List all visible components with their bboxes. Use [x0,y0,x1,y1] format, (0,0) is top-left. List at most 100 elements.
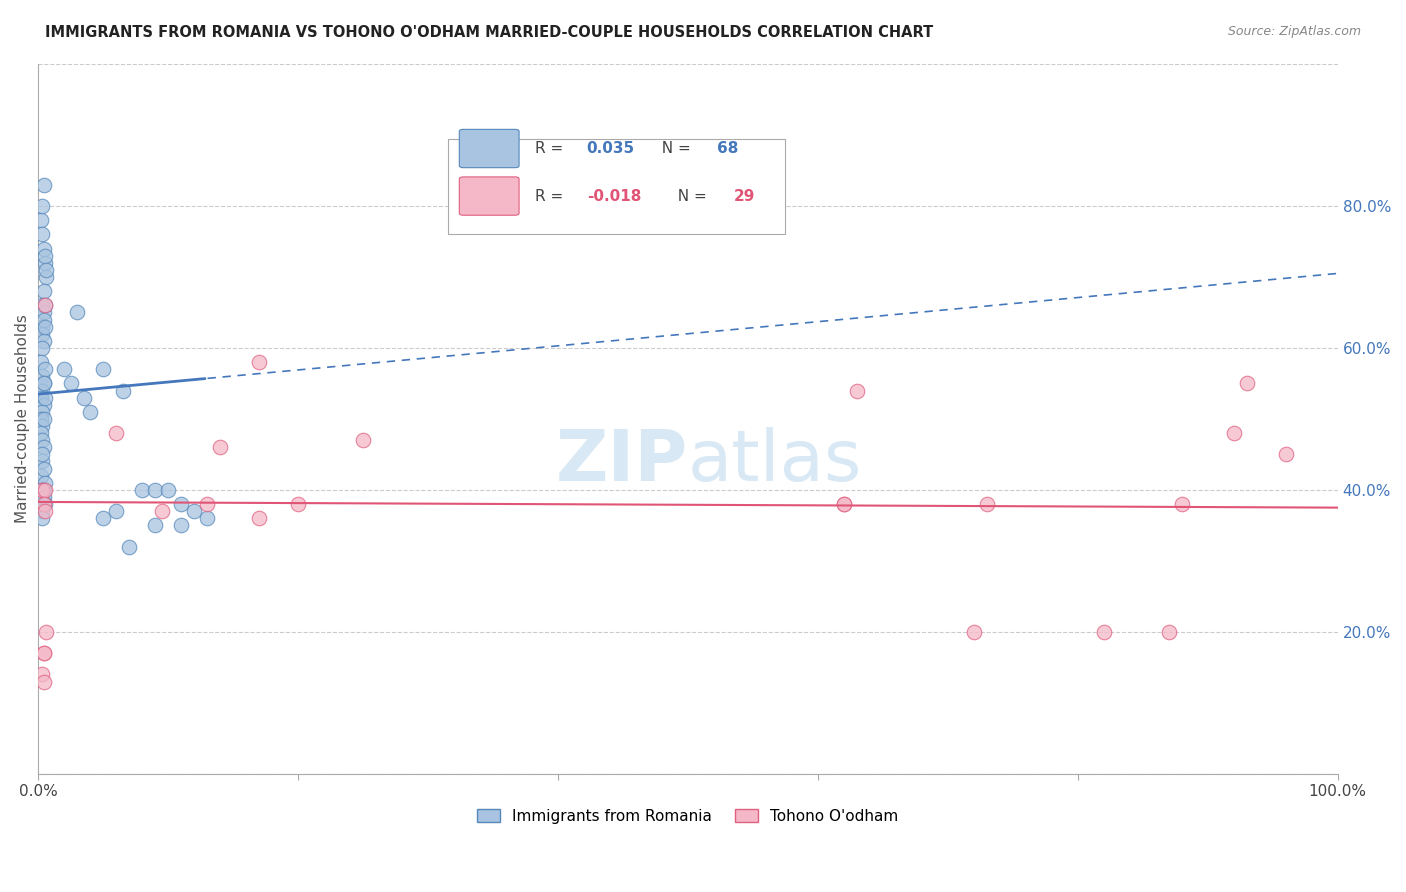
Y-axis label: Married-couple Households: Married-couple Households [15,315,30,524]
Point [32,440,55,454]
Point [31,667,53,681]
Point [34,483,56,497]
Point [32,646,55,660]
Point [66,305,89,319]
Point [34,256,56,270]
Point [73,391,96,405]
Point [31,483,53,497]
Point [1222,426,1244,441]
Point [118,540,141,554]
Point [31,454,53,468]
Point [32,483,55,497]
Point [79,405,101,419]
Point [34,298,56,312]
Point [34,298,56,312]
Text: 0.035: 0.035 [586,141,634,156]
Point [1274,447,1296,461]
Point [131,483,153,497]
Point [1157,624,1180,639]
Point [30,213,52,227]
Point [32,284,55,298]
Point [32,312,55,326]
Point [31,447,53,461]
Point [34,362,56,376]
Legend: Immigrants from Romania, Tohono O'odham: Immigrants from Romania, Tohono O'odham [471,803,904,830]
Point [31,419,53,434]
Point [30,468,52,483]
Point [170,518,193,533]
Text: N =: N = [668,188,711,203]
Point [34,504,56,518]
Text: Source: ZipAtlas.com: Source: ZipAtlas.com [1227,25,1361,38]
Point [30,497,52,511]
Point [30,391,52,405]
Point [32,376,55,391]
Point [31,483,53,497]
FancyBboxPatch shape [447,138,786,235]
Point [31,405,53,419]
Point [150,504,173,518]
Point [32,497,55,511]
Point [247,511,270,525]
Point [832,497,855,511]
Point [91,362,114,376]
Text: N =: N = [651,141,695,156]
Point [32,398,55,412]
Point [1092,624,1115,639]
Point [170,497,193,511]
Point [53,362,76,376]
Point [34,497,56,511]
Point [31,341,53,355]
Point [31,483,53,497]
FancyBboxPatch shape [460,177,519,215]
Point [30,412,52,426]
Point [34,249,56,263]
Point [31,298,53,312]
Point [32,178,55,192]
Point [1236,376,1258,391]
Text: IMMIGRANTS FROM ROMANIA VS TOHONO O'ODHAM MARRIED-COUPLE HOUSEHOLDS CORRELATION : IMMIGRANTS FROM ROMANIA VS TOHONO O'ODHA… [45,25,934,40]
Point [32,376,55,391]
Point [31,369,53,384]
FancyBboxPatch shape [460,129,519,168]
Point [31,434,53,448]
Point [31,504,53,518]
Point [183,504,205,518]
Point [59,376,82,391]
Text: R =: R = [534,141,568,156]
Point [31,199,53,213]
Point [195,497,218,511]
Point [31,319,53,334]
Text: ZIP: ZIP [555,427,688,496]
Point [35,270,58,285]
Point [31,490,53,504]
Point [287,497,309,511]
Point [32,490,55,504]
Point [30,426,52,441]
Point [111,384,134,398]
Point [195,511,218,525]
Point [1170,497,1192,511]
Point [30,490,52,504]
Point [31,384,53,398]
Point [105,426,128,441]
Point [963,624,986,639]
Point [143,518,166,533]
Text: -0.018: -0.018 [586,188,641,203]
Point [31,227,53,242]
Point [91,511,114,525]
Point [30,355,52,369]
Point [34,475,56,490]
Point [143,483,166,497]
Point [32,305,55,319]
Text: R =: R = [534,188,568,203]
Text: atlas: atlas [688,427,862,496]
Point [34,319,56,334]
Point [32,461,55,475]
Point [105,504,128,518]
Point [352,434,374,448]
Point [247,355,270,369]
Point [35,263,58,277]
Point [157,483,180,497]
Point [32,242,55,256]
